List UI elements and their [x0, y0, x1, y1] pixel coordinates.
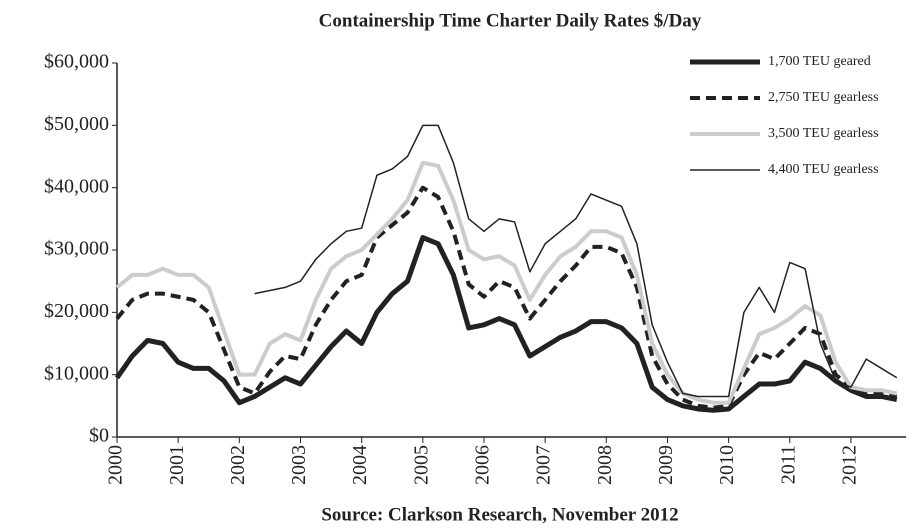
x-tick-label: 2004 [349, 445, 371, 485]
y-tick-label: $0 [89, 425, 109, 447]
series-line [114, 235, 898, 413]
x-tick-label: 2011 [777, 445, 799, 484]
source-note: Source: Clarkson Research, November 2012 [321, 504, 678, 525]
y-tick-label: $60,000 [44, 51, 109, 73]
legend-label: 1,700 TEU geared [768, 54, 871, 69]
x-tick-label: 2006 [472, 445, 494, 485]
chart-title: Containership Time Charter Daily Rates $… [319, 10, 702, 31]
x-tick-label: 2002 [227, 445, 249, 485]
legend-label: 3,500 TEU gearless [768, 126, 879, 141]
x-tick-label: 2003 [288, 445, 310, 485]
x-tick-label: 2010 [716, 445, 738, 485]
y-tick-label: $20,000 [44, 300, 109, 322]
x-tick-label: 2005 [410, 445, 432, 485]
y-tick-label: $30,000 [44, 238, 109, 260]
x-tick-label: 2012 [839, 445, 861, 485]
legend-label: 2,750 TEU gearless [768, 90, 879, 105]
y-tick-label: $50,000 [44, 113, 109, 135]
series-line [254, 124, 898, 398]
x-tick-label: 2000 [105, 445, 127, 485]
x-tick-label: 2007 [533, 445, 555, 485]
x-tick-label: 2008 [594, 445, 616, 485]
x-tick-label: 2009 [655, 445, 677, 485]
y-tick-label: $10,000 [44, 362, 109, 384]
series-line [115, 185, 898, 410]
y-tick-label: $40,000 [44, 175, 109, 197]
x-tick-label: 2001 [166, 445, 188, 485]
series-line [115, 160, 898, 405]
legend-label: 4,400 TEU gearless [768, 162, 879, 177]
